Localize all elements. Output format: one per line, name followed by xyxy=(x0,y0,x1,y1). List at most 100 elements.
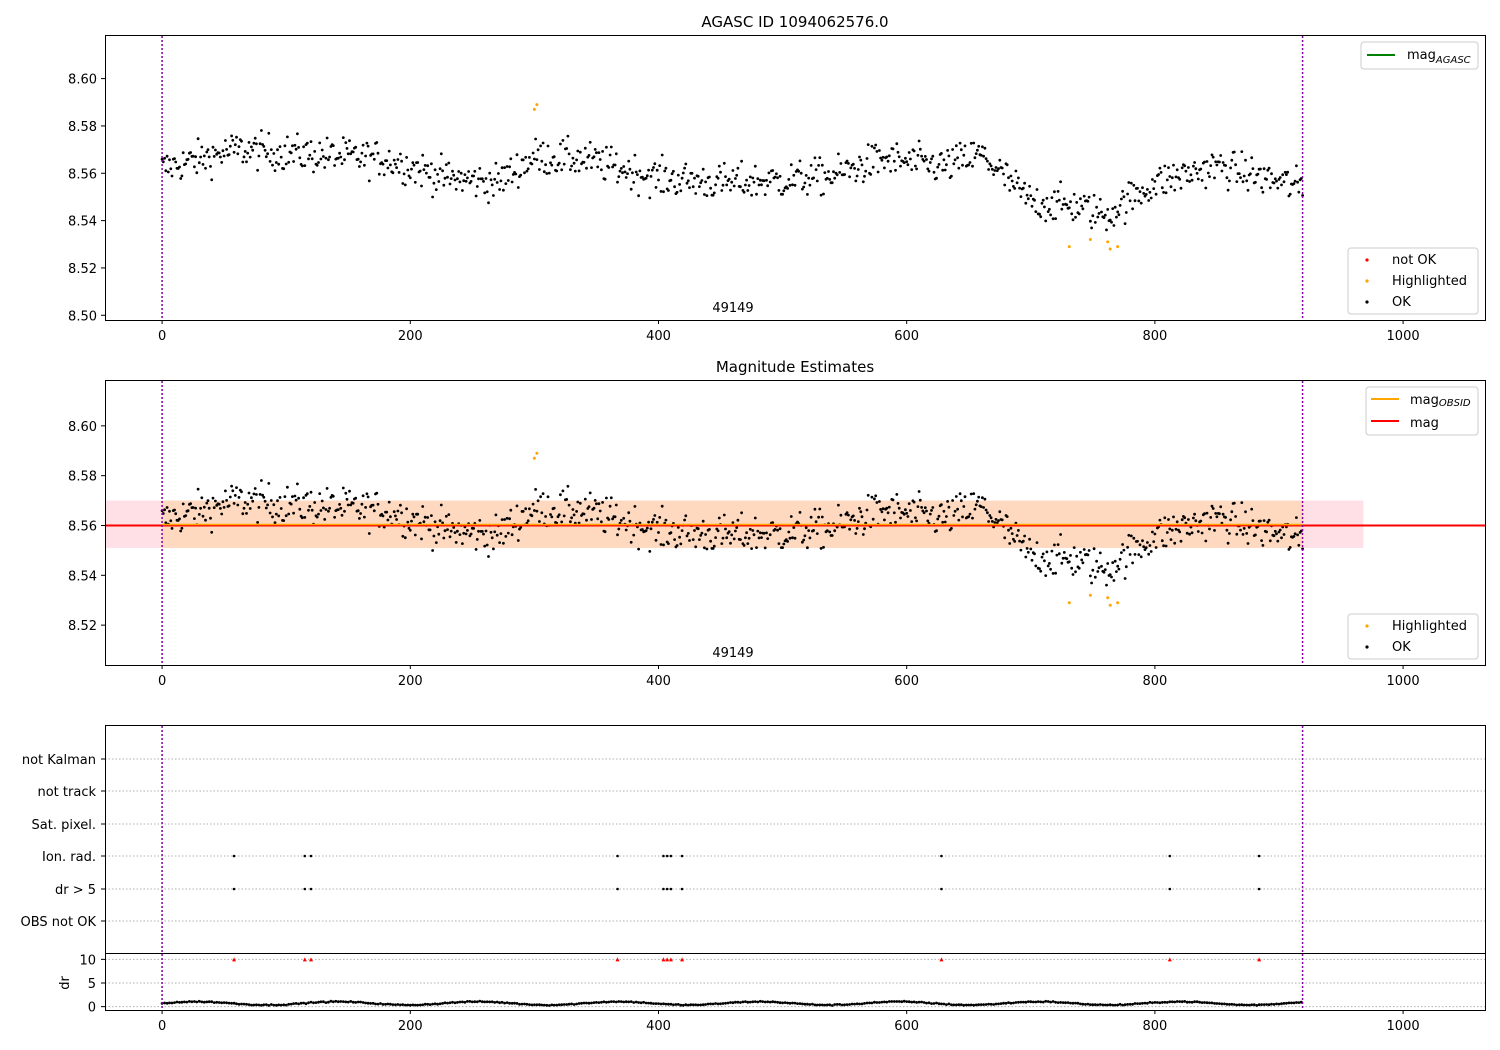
ok-point xyxy=(657,531,660,534)
x-tick-label: 600 xyxy=(894,1019,919,1034)
ok-point xyxy=(1038,212,1041,216)
ok-point xyxy=(508,165,511,169)
ok-point xyxy=(1079,197,1082,201)
dr-point xyxy=(1285,1001,1288,1005)
ok-point xyxy=(708,175,711,179)
dr-point xyxy=(1175,1000,1179,1003)
ok-point xyxy=(1075,201,1079,204)
ok-point xyxy=(473,169,477,173)
dr-point xyxy=(999,1002,1003,1005)
ok-point xyxy=(412,163,416,167)
ok-point xyxy=(371,152,375,156)
ok-point xyxy=(267,482,271,485)
dr-point xyxy=(1205,1001,1209,1005)
ok-point xyxy=(528,507,531,511)
ok-point xyxy=(605,496,608,500)
ok-point xyxy=(1065,557,1069,561)
dr-point xyxy=(1064,1001,1067,1005)
dr-point xyxy=(1054,1000,1057,1004)
ok-point xyxy=(1175,520,1179,524)
x-tick-label: 800 xyxy=(1142,1019,1167,1034)
ok-point xyxy=(344,141,348,145)
ok-point xyxy=(1071,573,1075,576)
ok-point xyxy=(994,166,998,169)
ok-point xyxy=(1021,539,1025,543)
ok-point xyxy=(876,170,880,174)
dr-point xyxy=(840,1003,844,1007)
ok-point xyxy=(1297,543,1301,547)
dr-point xyxy=(525,1002,529,1006)
ok-point xyxy=(298,507,302,511)
ok-point xyxy=(405,156,408,159)
ok-point xyxy=(1204,186,1208,190)
dr-clipped-marker xyxy=(232,957,237,962)
ok-point xyxy=(331,144,335,148)
dr-point xyxy=(957,1003,961,1007)
ok-point xyxy=(291,495,294,498)
dr-point xyxy=(349,1000,353,1003)
ok-point xyxy=(691,185,695,189)
ok-point xyxy=(550,163,554,167)
ok-point xyxy=(1034,210,1038,214)
ok-point xyxy=(237,145,241,149)
ok-point xyxy=(559,493,562,497)
dr-point xyxy=(1163,1000,1167,1004)
ok-point xyxy=(1190,178,1194,182)
dr-point xyxy=(356,1000,360,1004)
ok-point xyxy=(1213,529,1216,532)
ok-point xyxy=(953,158,957,162)
ok-point xyxy=(1144,546,1148,550)
ok-point xyxy=(343,509,346,513)
ok-point xyxy=(1072,546,1076,549)
dr-point xyxy=(1198,1000,1201,1004)
ok-point xyxy=(700,531,704,535)
ok-point xyxy=(945,515,948,518)
ok-point xyxy=(1211,507,1215,510)
ok-point xyxy=(474,548,478,551)
ok-point xyxy=(727,177,731,181)
ok-point xyxy=(227,153,231,157)
ok-point xyxy=(1260,186,1263,190)
ok-point xyxy=(256,521,259,524)
ok-point xyxy=(979,505,983,508)
ok-point xyxy=(432,181,436,185)
ok-point xyxy=(626,172,629,176)
ok-point xyxy=(585,166,588,170)
ok-point xyxy=(1118,557,1122,561)
ok-point xyxy=(617,175,621,179)
ok-point xyxy=(1129,181,1133,185)
ok-point xyxy=(231,138,235,142)
ok-point xyxy=(688,539,691,542)
ok-point xyxy=(1002,172,1005,176)
ok-point xyxy=(212,155,216,158)
ok-point xyxy=(180,526,184,530)
ok-point xyxy=(1184,169,1188,173)
dr-point xyxy=(421,1003,425,1007)
dr-point xyxy=(858,1002,861,1006)
ok-point xyxy=(444,514,448,518)
ok-point xyxy=(431,549,434,552)
ok-point xyxy=(756,177,760,181)
flag-event xyxy=(309,887,313,891)
ok-point xyxy=(490,183,494,187)
ok-point xyxy=(1028,184,1031,188)
ok-point xyxy=(458,180,462,184)
ok-point xyxy=(258,142,262,146)
ok-point xyxy=(709,539,712,543)
ok-point xyxy=(318,492,322,495)
ok-point xyxy=(757,536,761,540)
ok-point xyxy=(232,502,236,505)
ok-point xyxy=(1281,173,1285,177)
ok-point xyxy=(1127,533,1131,537)
ok-point xyxy=(1280,536,1283,540)
ok-point xyxy=(633,153,637,157)
ok-point xyxy=(447,161,451,165)
ok-point xyxy=(193,165,196,169)
ok-point xyxy=(1151,178,1154,181)
ok-point xyxy=(452,526,456,529)
dr-point xyxy=(962,1003,966,1007)
ok-point xyxy=(293,494,297,498)
ok-point xyxy=(508,517,511,521)
dr-point xyxy=(1021,1000,1025,1004)
dr-point xyxy=(1029,1000,1033,1004)
